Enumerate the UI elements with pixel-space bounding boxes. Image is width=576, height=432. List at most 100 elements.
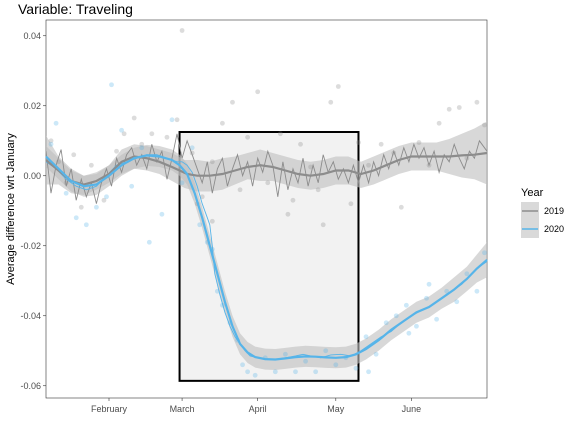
x-tick-label: March (170, 404, 195, 414)
scatter-point-2020-24 (245, 369, 251, 375)
scatter-point-2019-39 (436, 120, 442, 126)
scatter-point-2020-29 (293, 369, 298, 375)
scatter-point-2020-39 (393, 313, 399, 319)
scatter-point-2019-14 (179, 28, 185, 33)
scatter-point-2020-41 (414, 323, 419, 329)
scatter-point-2020-16 (197, 222, 203, 228)
x-tick-label: June (402, 404, 422, 414)
scatter-point-2020-9 (129, 183, 135, 189)
scatter-point-2020-7 (109, 82, 114, 88)
scatter-point-2020-5 (94, 204, 99, 210)
scatter-point-2020-32 (323, 348, 329, 354)
scatter-point-2019-0 (48, 138, 54, 144)
scatter-point-2020-4 (83, 222, 89, 228)
scatter-point-2019-40 (446, 106, 452, 112)
scatter-point-2020-23 (240, 362, 245, 368)
scatter-point-2020-10 (139, 145, 145, 151)
scatter-point-2020-45 (454, 299, 460, 305)
axes-layer: -0.06 -0.04 -0.02 0.00 0.02 0.04 February March… (20, 31, 421, 414)
scatter-point-2019-32 (356, 140, 361, 145)
smooth-line-2020 (45, 154, 488, 361)
scatter-point-2020-15 (189, 145, 195, 151)
scatter-point-2020-51 (366, 369, 371, 375)
scatter-point-2020-33 (333, 362, 339, 368)
scatter-point-2020-1 (53, 120, 59, 126)
y-tick-label: -0.04 (20, 311, 41, 321)
legend-title: Year (521, 187, 544, 199)
scatter-point-2019-30 (335, 84, 341, 89)
scatter-point-2019-11 (149, 131, 155, 137)
series-lines-layer (45, 133, 488, 361)
scatter-point-2020-42 (424, 295, 429, 301)
scatter-point-2019-25 (285, 211, 291, 217)
scatter-point-2019-12 (164, 134, 170, 140)
scatter-point-2020-31 (313, 369, 319, 375)
scatter-point-2020-50 (406, 330, 412, 336)
scatter-point-2019-26 (298, 141, 303, 147)
scatter-point-2020-28 (283, 351, 288, 357)
scatter-point-2020-11 (146, 239, 152, 245)
scatter-point-2019-37 (416, 140, 422, 145)
scatter-point-2020-12 (159, 211, 165, 217)
scatter-point-2020-14 (179, 180, 185, 186)
scatter-point-2019-13 (174, 117, 180, 123)
scatter-point-2019-21 (245, 134, 251, 140)
x-tick-label: April (249, 404, 267, 414)
scatter-point-2019-41 (456, 105, 462, 110)
scatter-point-2020-3 (73, 215, 79, 221)
x-tick-label: May (327, 404, 345, 414)
scatter-point-2019-24 (277, 131, 283, 137)
legend-label-2020: 2020 (544, 224, 564, 234)
y-tick-label: 0.04 (23, 31, 41, 41)
scatter-point-2019-34 (378, 141, 384, 147)
scatter-point-2019-47 (320, 222, 326, 228)
scatter-point-2019-3 (71, 152, 77, 158)
scatter-point-2020-49 (426, 281, 432, 287)
scatter-point-2020-37 (373, 351, 379, 357)
scatter-point-2020-47 (474, 288, 480, 294)
scatter-point-2019-4 (78, 204, 84, 210)
scatter-point-2019-28 (315, 187, 321, 193)
scatter-point-2020-35 (353, 365, 359, 371)
scatter-point-2019-19 (230, 99, 235, 105)
scatter-point-2019-9 (131, 115, 137, 121)
legend-label-2019: 2019 (544, 206, 564, 216)
scatter-point-2020-13 (169, 117, 175, 123)
scatter-point-2020-46 (464, 271, 470, 277)
chart-title: Variable: Traveling (18, 1, 133, 17)
scatter-point-2019-17 (209, 159, 215, 165)
x-tick-label: February (91, 404, 128, 414)
scatter-point-2019-10 (139, 141, 145, 147)
y-axis-label: Average difference wrt January (5, 133, 17, 285)
y-tick-label: -0.06 (20, 381, 41, 391)
scatter-point-2019-20 (237, 187, 243, 193)
scatter-point-2020-48 (482, 250, 487, 256)
scatter-point-2020-38 (383, 320, 389, 326)
scatter-point-2020-44 (444, 288, 450, 294)
scatter-point-2019-48 (290, 197, 296, 203)
scatter-point-2019-8 (121, 131, 127, 137)
scatter-point-2019-33 (366, 162, 371, 168)
scatter-point-2020-6 (104, 194, 109, 200)
scatter-point-2019-44 (482, 122, 487, 128)
scatter-point-2020-36 (363, 334, 369, 340)
scatter-point-2019-36 (398, 204, 404, 210)
smooth-line-2019 (45, 151, 488, 186)
scatter-point-2019-6 (101, 197, 107, 203)
scatter-point-2019-7 (114, 148, 119, 154)
y-tick-label: 0.00 (23, 171, 41, 181)
scatter-point-2019-43 (474, 99, 480, 105)
scatter-point-2020-0 (48, 141, 54, 147)
scatter-point-2020-8 (119, 127, 124, 133)
scatter-point-2019-5 (88, 162, 94, 168)
scatter-point-2020-25 (252, 372, 258, 378)
legend: Year 2019 2020 (521, 187, 564, 238)
scatter-point-2019-16 (199, 194, 205, 200)
scatter-point-2020-27 (272, 369, 278, 375)
scatter-point-2019-18 (220, 120, 225, 126)
scatter-point-2020-40 (403, 302, 409, 308)
scatter-point-2020-2 (63, 190, 69, 196)
scatter-point-2020-30 (303, 358, 308, 364)
scatter-point-2019-46 (209, 218, 215, 224)
